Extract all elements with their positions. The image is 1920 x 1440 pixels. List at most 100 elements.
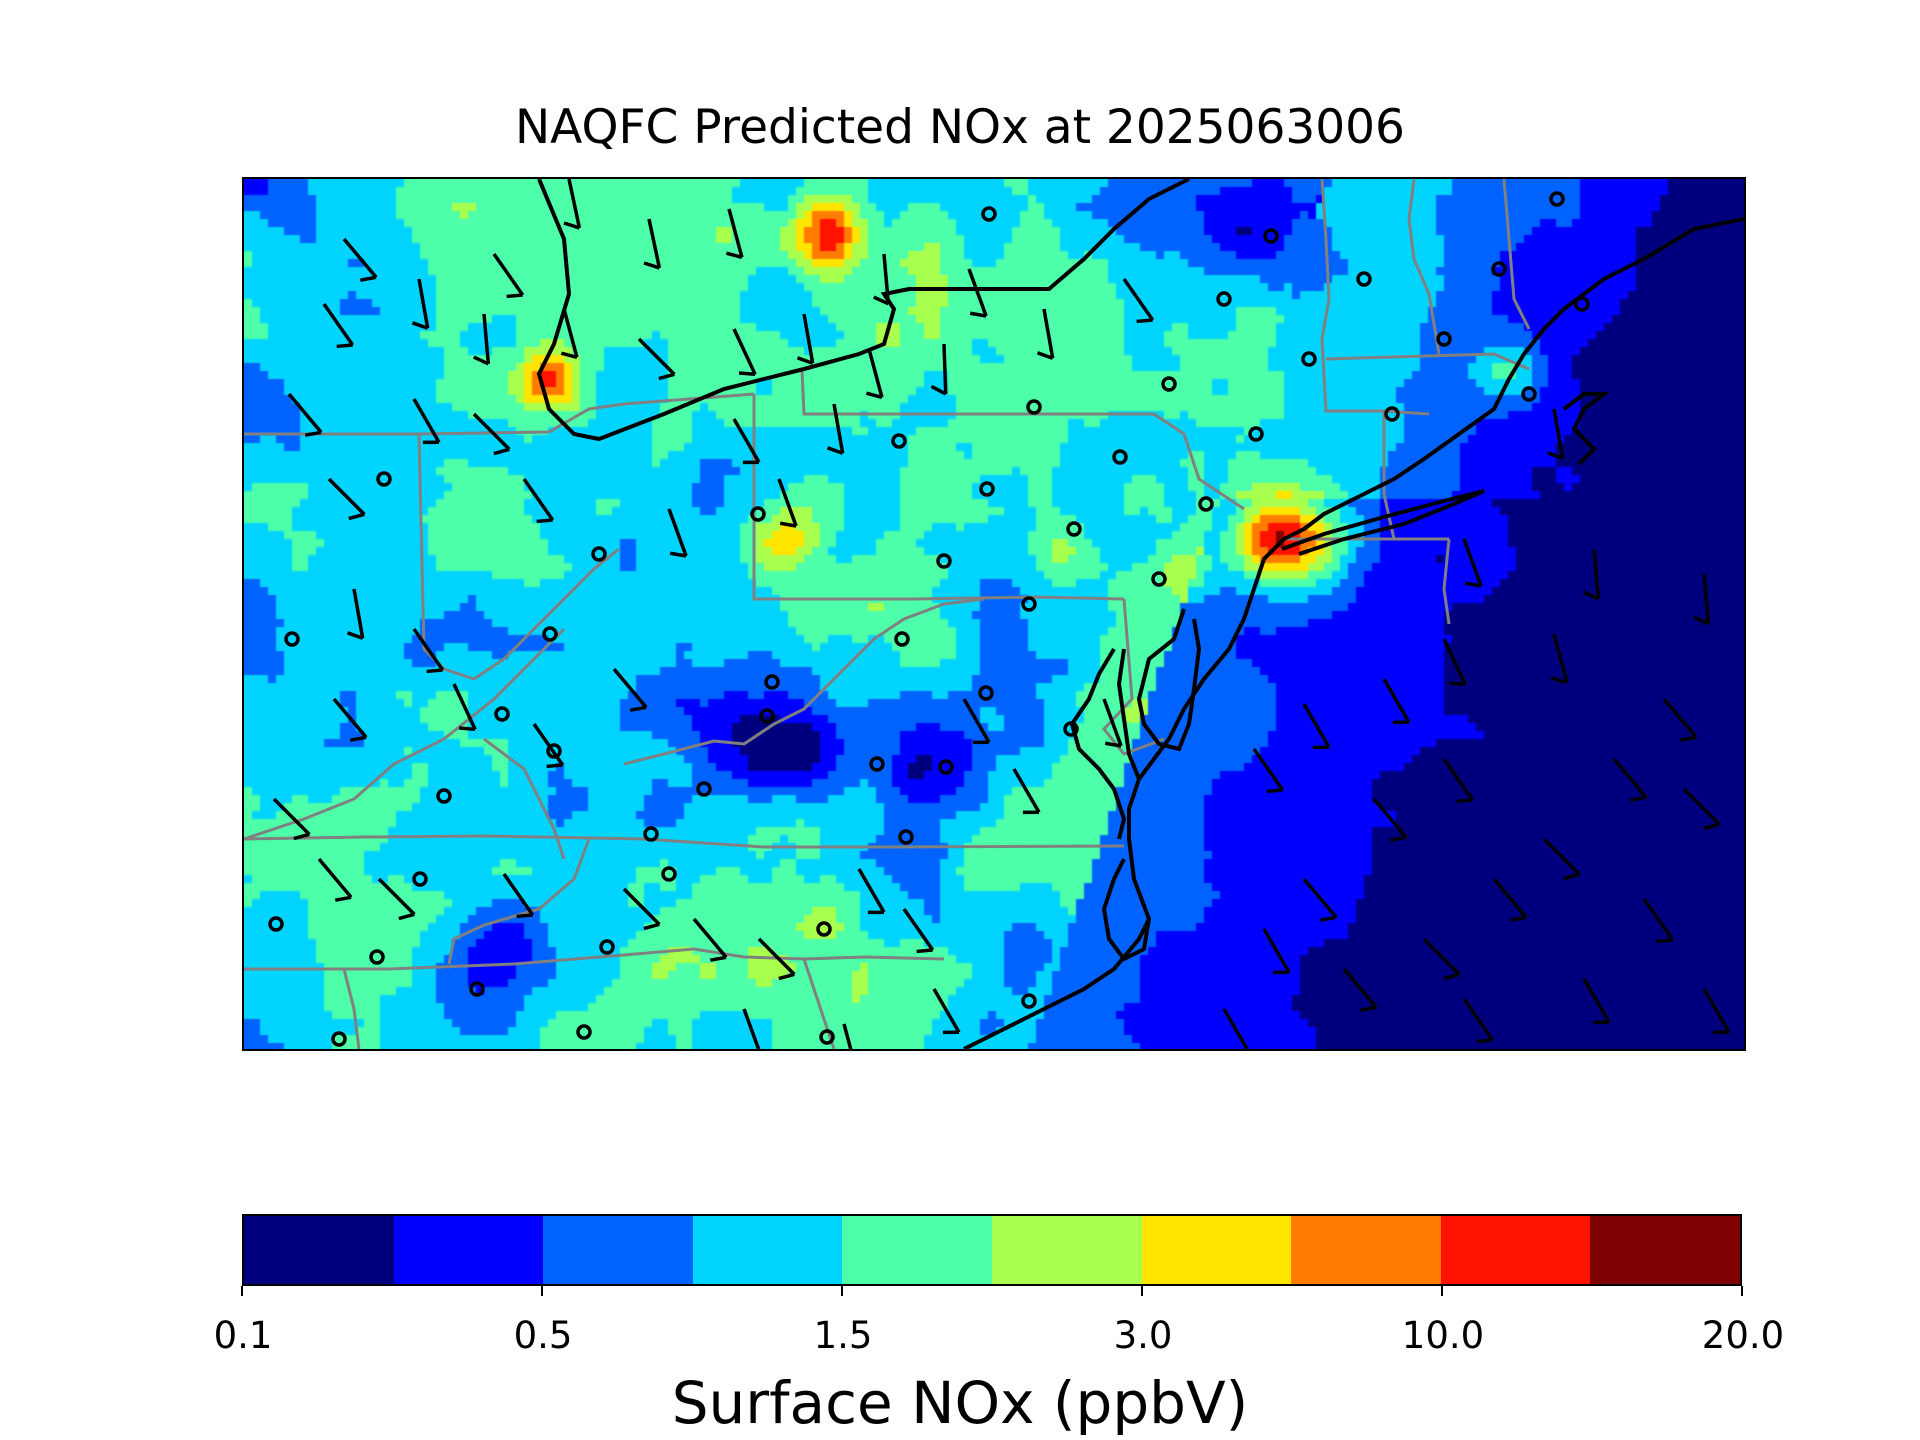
monitoring-site-marker xyxy=(1574,296,1590,312)
wind-barb xyxy=(322,302,355,349)
monitoring-site-marker xyxy=(894,631,910,647)
monitoring-site-marker xyxy=(1248,426,1264,442)
wind-barb xyxy=(1492,877,1528,922)
monitoring-site-marker xyxy=(1066,521,1082,537)
wind-barb xyxy=(1036,308,1055,360)
monitoring-site-marker xyxy=(696,781,712,797)
wind-barb xyxy=(532,722,565,769)
wind-barb xyxy=(1582,548,1601,601)
wind-barb xyxy=(1302,877,1338,922)
wind-barb xyxy=(1662,697,1698,742)
map-title: NAQFC Predicted NOx at 2025063006 xyxy=(515,100,1405,155)
wind-barb xyxy=(1342,967,1378,1012)
wind-barb xyxy=(327,477,366,521)
monitoring-site-marker xyxy=(436,788,452,804)
state-border xyxy=(1320,338,1430,416)
nox-concentration-field xyxy=(244,179,1744,1049)
delaware-bay xyxy=(1136,608,1202,752)
colorbar-segment xyxy=(1590,1216,1740,1284)
monitoring-site-marker xyxy=(816,921,832,937)
monitoring-site-marker xyxy=(1021,596,1037,612)
wind-barb xyxy=(1612,757,1648,802)
state-border xyxy=(417,433,620,681)
wind-barb xyxy=(1682,787,1721,831)
monitoring-site-marker xyxy=(1521,386,1537,402)
wind-barb xyxy=(1542,837,1581,881)
state-border xyxy=(548,392,755,434)
colorbar-tick xyxy=(541,1286,543,1296)
wind-barb xyxy=(725,208,744,259)
wind-barb xyxy=(637,337,676,381)
monitoring-site-marker xyxy=(1384,406,1400,422)
colorbar-segment xyxy=(1141,1216,1292,1284)
monitoring-site-marker xyxy=(938,759,954,775)
state-border xyxy=(1382,411,1396,540)
state-border xyxy=(623,597,985,766)
monitoring-site-marker xyxy=(268,916,284,932)
wind-barb xyxy=(346,588,365,640)
monitoring-site-marker xyxy=(546,743,562,759)
monitoring-site-marker xyxy=(759,708,775,724)
monitoring-site-marker xyxy=(643,826,659,842)
state-border xyxy=(244,627,566,841)
wind-barb xyxy=(342,237,378,282)
wind-barb xyxy=(1372,797,1408,842)
wind-barb xyxy=(1012,768,1041,815)
colorbar-segment xyxy=(543,1216,693,1284)
monitoring-site-marker xyxy=(981,206,997,222)
colorbar xyxy=(242,1214,1742,1286)
monitoring-site-marker xyxy=(1112,449,1128,465)
wind-barb xyxy=(1262,928,1291,975)
wind-barb xyxy=(1582,978,1611,1025)
monitoring-site-marker xyxy=(978,685,994,701)
monitoring-site-marker xyxy=(369,949,385,965)
colorbar-tick xyxy=(1141,1286,1143,1296)
wind-barb xyxy=(1222,1008,1251,1049)
wind-barb xyxy=(865,348,884,399)
colorbar-segment xyxy=(842,1216,992,1284)
monitoring-site-marker xyxy=(891,433,907,449)
chesapeake-bay xyxy=(1069,647,1127,840)
monitoring-site-marker xyxy=(1263,228,1279,244)
colorbar-tick-label: 10.0 xyxy=(1401,1314,1485,1357)
coastline xyxy=(536,179,1744,1049)
state-border xyxy=(752,394,1125,601)
monitoring-site-marker xyxy=(542,626,558,642)
wind-barb xyxy=(1702,988,1731,1035)
wind-barb xyxy=(332,697,368,742)
wind-barb xyxy=(502,872,535,919)
monitoring-site-marker xyxy=(1301,351,1317,367)
monitoring-site-marker xyxy=(750,506,766,522)
state-border xyxy=(802,958,836,1049)
wind-barb xyxy=(967,268,988,318)
wind-barb xyxy=(411,278,430,330)
state-border xyxy=(447,838,591,965)
monitoring-site-marker xyxy=(869,756,885,772)
monitoring-site-marker xyxy=(1063,721,1079,737)
state-border xyxy=(800,368,1245,511)
wind-barb xyxy=(826,403,845,455)
colorbar-tick-label: 0.5 xyxy=(513,1314,573,1357)
colorbar-tick-label: 20.0 xyxy=(1701,1314,1785,1357)
wind-barb xyxy=(452,683,477,732)
monitoring-site-marker xyxy=(1026,399,1042,415)
state-border xyxy=(1442,538,1451,625)
colorbar-tick-label: 1.5 xyxy=(813,1314,873,1357)
wind-barbs xyxy=(272,179,1731,1049)
state-border xyxy=(244,834,1125,849)
state-border xyxy=(1502,179,1531,330)
state-border xyxy=(244,430,550,436)
chesapeake-east xyxy=(1116,648,1141,780)
colorbar-segment xyxy=(244,1216,394,1284)
wind-barb xyxy=(560,308,579,359)
state-border xyxy=(244,947,945,971)
wind-barb xyxy=(732,328,757,377)
monitoring-site-marker xyxy=(1491,261,1507,277)
wind-barb xyxy=(1550,633,1569,684)
wind-barb xyxy=(962,698,991,745)
monitoring-site-marker xyxy=(376,471,392,487)
wind-barb xyxy=(472,412,511,456)
colorbar-segment xyxy=(692,1216,843,1284)
wind-barb xyxy=(692,917,728,962)
wind-barb xyxy=(1442,638,1467,687)
